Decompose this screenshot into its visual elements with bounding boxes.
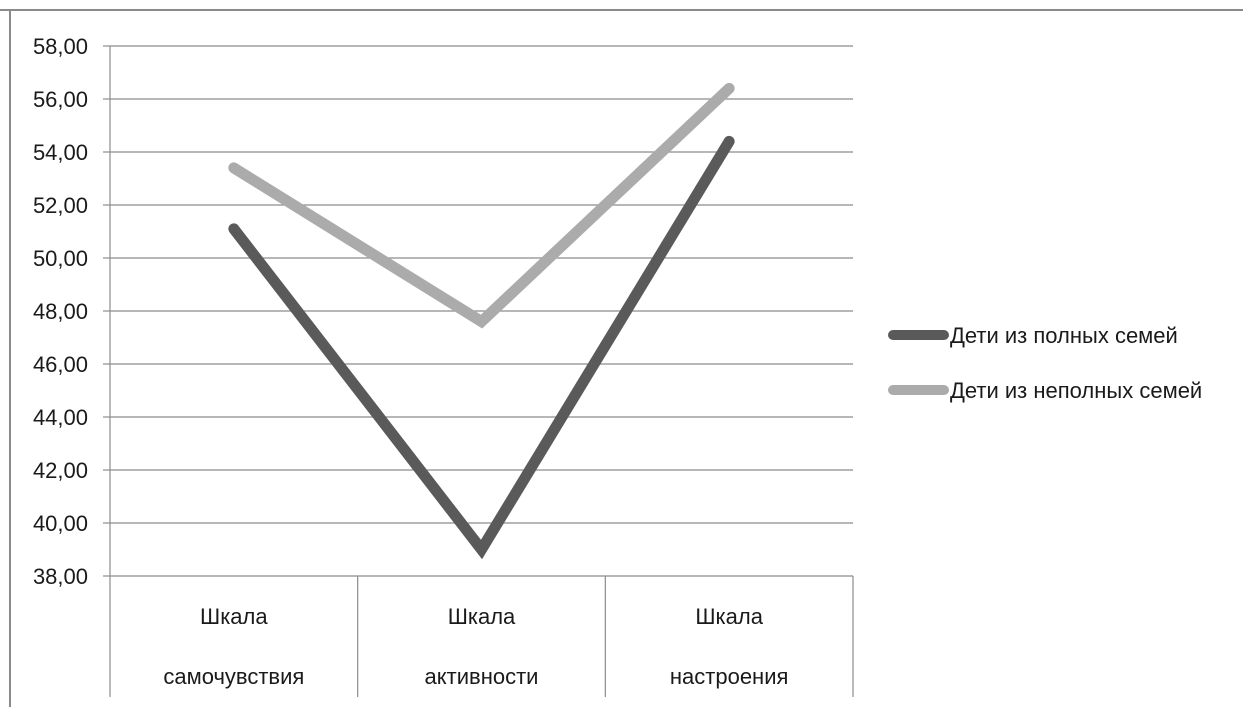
y-tick-label: 54,00 — [33, 140, 88, 165]
x-axis-category-labels: Шкала самочувствия Шкала активности Шкала нас… — [163, 604, 788, 689]
x-category-label: Шкала — [695, 604, 763, 629]
legend-label: Дети из полных семей — [950, 323, 1178, 348]
gridlines — [110, 45, 853, 577]
y-tick-label: 56,00 — [33, 87, 88, 112]
x-category-label: активности — [425, 664, 539, 689]
y-tick-label: 50,00 — [33, 246, 88, 271]
axes — [103, 45, 854, 697]
y-axis-tick-labels: 38,00 40,00 42,00 44,00 46,00 48,00 50,00 52,00… — [33, 34, 88, 589]
series-line — [228, 135, 735, 560]
legend-label: Дети из неполных семей — [950, 378, 1202, 403]
y-tick-label: 52,00 — [33, 193, 88, 218]
series-lines — [228, 82, 735, 560]
y-tick-label: 42,00 — [33, 458, 88, 483]
y-tick-label: 44,00 — [33, 405, 88, 430]
y-tick-label: 48,00 — [33, 299, 88, 324]
series-line — [228, 82, 735, 329]
y-tick-label: 46,00 — [33, 352, 88, 377]
y-tick-label: 58,00 — [33, 34, 88, 59]
legend: Дети из полных семей Дети из неполных сем… — [888, 323, 1202, 403]
y-tick-label: 40,00 — [33, 511, 88, 536]
x-category-label: Шкала — [200, 604, 268, 629]
y-tick-label: 38,00 — [33, 564, 88, 589]
x-category-label: самочувствия — [163, 664, 304, 689]
x-category-label: Шкала — [448, 604, 516, 629]
x-category-label: настроения — [670, 664, 789, 689]
